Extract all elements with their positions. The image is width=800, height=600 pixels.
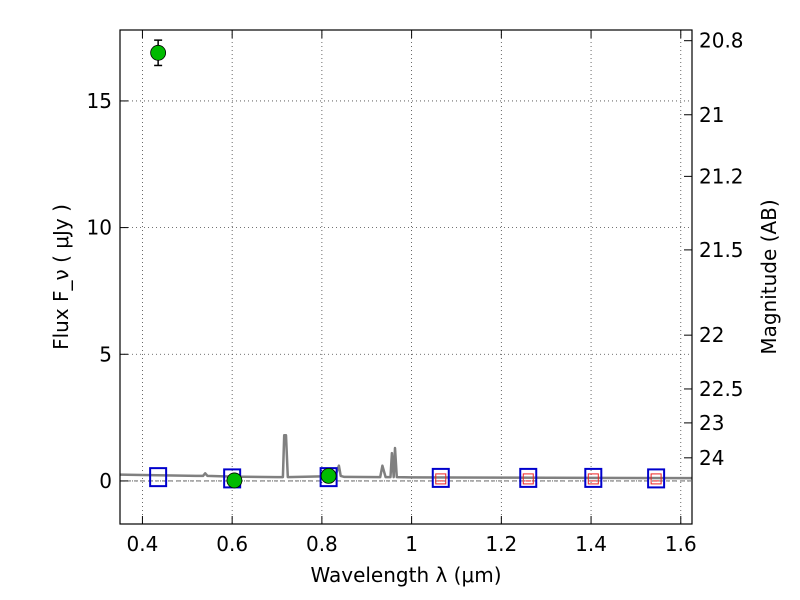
upper-limit-box	[587, 473, 599, 485]
magnitude-tick-label: 21.2	[699, 164, 744, 188]
model-flux-box	[584, 467, 603, 488]
magnitude-axis-ticks: 20.8 21 21.2 21.5 22 22.5 23 24	[684, 29, 744, 470]
y-tick-label: 10	[87, 216, 112, 240]
x-axis-ticks: 0.4 0.6 0.8 1 1.2 1.4 1.6	[127, 30, 697, 556]
magnitude-tick-label: 21	[699, 103, 724, 127]
upper-limit-markers	[435, 473, 662, 485]
x-tick-label: 1	[405, 532, 418, 556]
x-tick-label: 0.8	[306, 532, 338, 556]
y-axis-label: Flux F_ν ( μJy )	[49, 204, 73, 350]
upper-limit-box	[650, 473, 662, 485]
x-tick-label: 0.6	[216, 532, 248, 556]
y-tick-label: 15	[87, 89, 112, 113]
upper-limit-marker	[650, 473, 662, 485]
magnitude-tick-label: 20.8	[699, 29, 744, 53]
x-tick-label: 1.4	[575, 532, 607, 556]
grid-lines	[120, 30, 692, 524]
x-tick-label: 1.2	[485, 532, 517, 556]
observed-point	[320, 467, 337, 484]
x-tick-label: 0.4	[127, 532, 159, 556]
upper-limit-marker	[435, 473, 447, 485]
model-flux-box	[431, 467, 450, 488]
upper-limit-box	[522, 473, 534, 485]
upper-limit-marker	[522, 473, 534, 485]
magnitude-tick-label: 22	[699, 323, 724, 347]
magnitude-tick-label: 24	[699, 446, 724, 470]
y-axis-ticks: 0 5 10 15	[87, 89, 128, 493]
plot-frame	[119, 29, 693, 525]
y-tick-label: 0	[99, 469, 112, 493]
sed-model-line	[119, 434, 693, 480]
model-flux-box	[519, 467, 538, 488]
observed-marker	[226, 472, 243, 489]
magnitude-axis-label: Magnitude (AB)	[757, 199, 781, 354]
sed-model-spectrum	[119, 434, 693, 480]
magnitude-tick-label: 23	[699, 411, 724, 435]
observed-marker	[320, 467, 337, 484]
observed-point	[150, 39, 167, 67]
y-tick-label: 5	[99, 342, 112, 366]
observed-marker	[150, 44, 167, 61]
observed-point	[226, 472, 243, 489]
model-flux-box	[149, 467, 168, 488]
model-flux-box	[647, 468, 666, 489]
x-tick-label: 1.6	[665, 532, 697, 556]
upper-limit-box	[435, 473, 447, 485]
magnitude-tick-label: 21.5	[699, 238, 744, 262]
observed-flux-points	[150, 39, 337, 489]
x-axis-label: Wavelength λ (μm)	[310, 563, 501, 587]
magnitude-tick-label: 22.5	[699, 377, 744, 401]
upper-limit-marker	[587, 473, 599, 485]
